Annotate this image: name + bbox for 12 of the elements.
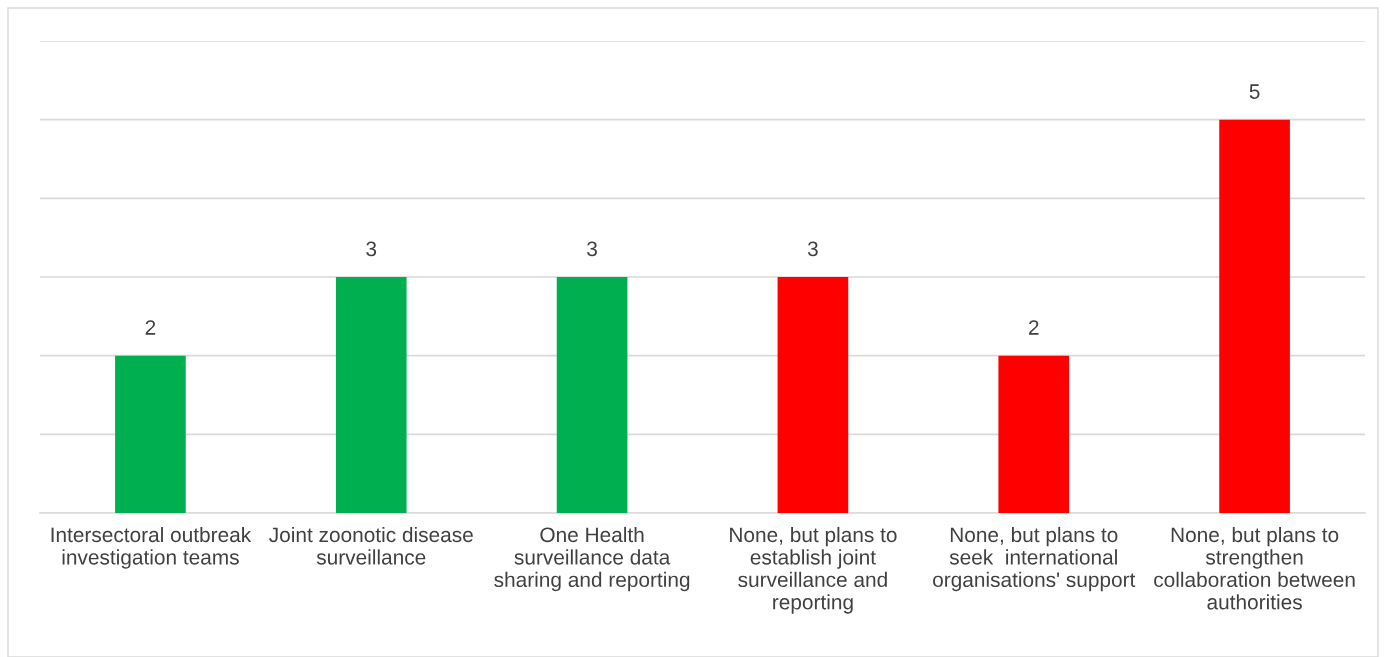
data-label: 2 (145, 320, 156, 335)
x-tick-label: None, but plans to establish joint surveillance and reporting (730, 526, 897, 614)
data-label: 3 (587, 241, 597, 257)
x-tick-label: Joint zoonotic disease surveillance (269, 526, 473, 565)
data-label: 3 (366, 241, 377, 257)
x-tick-label: Intersectoral outbreak investigation teams (51, 526, 252, 569)
data-label: 3 (807, 241, 818, 257)
data-label: 2 (1029, 320, 1039, 335)
x-tick-label: None, but plans to seek international organisations' support (933, 526, 1136, 592)
data-label: 5 (1249, 84, 1260, 99)
x-tick-label: None, but plans to strengthen collaboration between authorities (1154, 526, 1355, 610)
x-tick-label: One Health surveillance data sharing and reporting (494, 526, 690, 592)
